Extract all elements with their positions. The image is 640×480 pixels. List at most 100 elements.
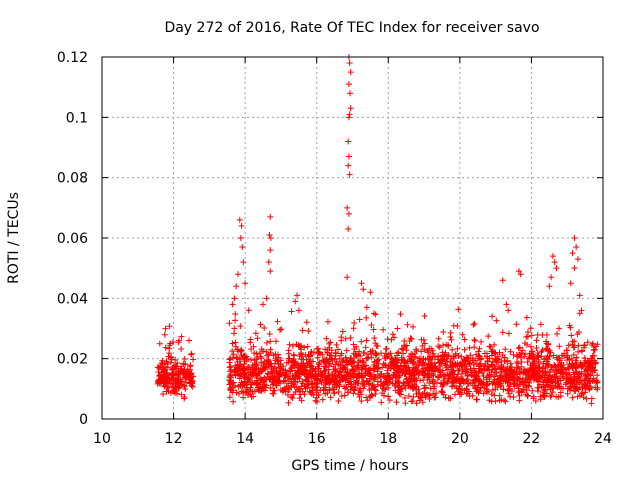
data-point	[231, 295, 238, 302]
data-point	[399, 346, 406, 353]
data-point	[445, 366, 452, 373]
data-point	[321, 356, 328, 363]
data-point	[514, 364, 521, 371]
data-point	[158, 359, 165, 366]
data-point	[578, 307, 585, 314]
data-point	[315, 373, 322, 380]
data-point	[488, 352, 495, 359]
data-point	[431, 360, 438, 367]
data-point	[154, 364, 161, 371]
data-point	[310, 384, 317, 391]
data-point	[347, 355, 354, 362]
data-point	[315, 360, 322, 367]
data-point	[477, 378, 484, 385]
data-point	[578, 361, 585, 368]
data-point	[453, 375, 460, 382]
data-point	[289, 372, 296, 379]
data-point	[308, 363, 315, 370]
data-point	[539, 368, 546, 375]
data-point	[488, 391, 495, 398]
data-point	[360, 349, 367, 356]
data-point	[452, 376, 459, 383]
data-point	[509, 369, 516, 376]
data-point	[458, 391, 465, 398]
data-point	[232, 343, 239, 350]
data-point	[402, 385, 409, 392]
data-point	[178, 346, 185, 353]
data-point	[246, 377, 253, 384]
data-point	[156, 340, 163, 347]
data-point	[565, 342, 572, 349]
data-point	[267, 235, 274, 241]
x-tick-label: 10	[93, 431, 111, 447]
data-point	[524, 393, 531, 400]
data-point	[162, 344, 169, 351]
data-point	[436, 359, 443, 366]
data-point	[569, 250, 576, 257]
data-point	[365, 367, 372, 374]
data-point	[547, 368, 554, 375]
data-point	[385, 372, 392, 379]
data-point	[566, 356, 573, 363]
data-point	[571, 344, 578, 351]
data-point	[440, 372, 447, 379]
data-point	[345, 225, 352, 232]
data-point	[499, 329, 506, 336]
data-point	[373, 342, 380, 349]
data-point	[553, 354, 560, 361]
data-point	[176, 337, 183, 344]
data-point	[403, 375, 410, 382]
data-point	[362, 344, 369, 351]
data-point	[386, 397, 393, 404]
data-point	[187, 380, 194, 387]
data-point	[165, 375, 172, 382]
data-point	[301, 383, 308, 390]
data-point	[257, 321, 264, 328]
data-point	[250, 393, 257, 400]
data-point	[542, 365, 549, 372]
data-point	[540, 392, 547, 399]
data-point	[522, 351, 529, 358]
data-point	[356, 348, 363, 355]
data-point	[594, 379, 601, 386]
data-point	[272, 338, 279, 345]
data-point	[374, 357, 381, 364]
data-point	[288, 394, 295, 401]
data-point	[466, 388, 473, 395]
data-point	[335, 361, 342, 368]
data-point	[346, 111, 353, 118]
data-point	[509, 374, 516, 381]
data-point	[227, 363, 234, 370]
data-point	[248, 345, 255, 352]
data-point	[345, 210, 352, 217]
data-point	[164, 384, 171, 391]
data-point	[370, 326, 377, 333]
data-point	[170, 388, 177, 395]
data-point	[345, 114, 352, 121]
data-point	[515, 268, 522, 275]
data-point	[163, 358, 170, 365]
data-point	[523, 314, 530, 321]
data-point	[345, 138, 352, 145]
data-point	[381, 392, 388, 399]
data-point	[305, 327, 312, 334]
data-point	[367, 289, 374, 296]
data-point	[254, 353, 261, 360]
data-point	[440, 329, 447, 336]
data-point	[230, 351, 237, 358]
data-point	[579, 362, 586, 369]
data-point	[505, 390, 512, 397]
data-point	[569, 360, 576, 367]
data-point	[549, 253, 556, 260]
data-point	[229, 347, 236, 354]
data-point	[305, 371, 312, 378]
data-point	[466, 360, 473, 367]
data-point	[561, 366, 568, 373]
data-point	[480, 390, 487, 397]
data-point	[292, 298, 299, 305]
data-point	[323, 335, 330, 342]
data-point	[574, 256, 581, 263]
data-point	[364, 397, 371, 404]
data-point	[190, 356, 197, 363]
data-point	[340, 372, 347, 379]
